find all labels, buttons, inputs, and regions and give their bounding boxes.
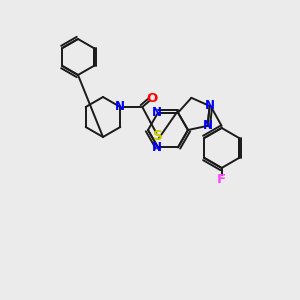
Text: O: O [147, 92, 158, 106]
Text: N: N [152, 106, 162, 119]
Text: F: F [217, 173, 226, 187]
Text: N: N [202, 119, 213, 132]
Text: N: N [152, 141, 162, 154]
Text: N: N [205, 100, 215, 112]
Text: N: N [115, 100, 125, 113]
Text: S: S [153, 129, 163, 143]
